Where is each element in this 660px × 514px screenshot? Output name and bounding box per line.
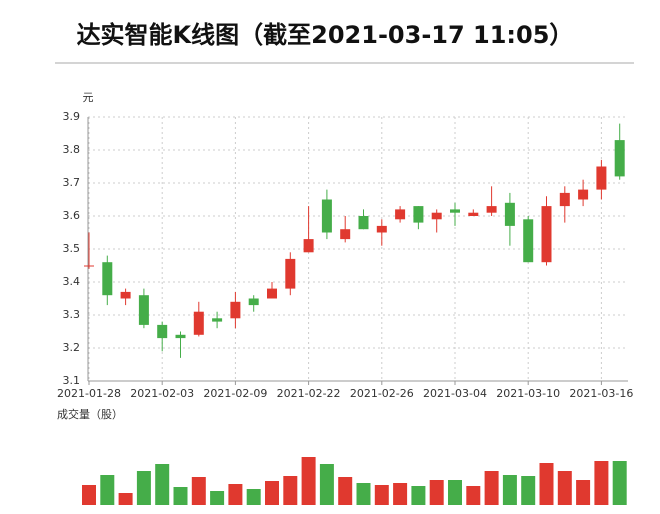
candle-body bbox=[120, 291, 131, 299]
candle-body bbox=[248, 298, 259, 306]
candle-body bbox=[175, 334, 186, 339]
candle-body bbox=[504, 202, 515, 226]
volume-bar bbox=[82, 485, 96, 505]
candle-body bbox=[230, 301, 241, 319]
volume-bar bbox=[301, 457, 316, 505]
candle-body bbox=[523, 219, 534, 263]
candle-body bbox=[431, 212, 442, 220]
y-axis-label: 元 bbox=[83, 91, 94, 104]
volume-bar bbox=[246, 489, 261, 505]
x-tick-label: 2021-02-22 bbox=[277, 387, 341, 400]
candle-body bbox=[358, 216, 369, 230]
candle-body bbox=[303, 239, 314, 253]
candle-body bbox=[285, 258, 296, 289]
x-tick-label: 2021-02-03 bbox=[130, 387, 194, 400]
y-tick-label: 3.2 bbox=[63, 341, 81, 354]
x-tick-label: 2021-02-09 bbox=[203, 387, 267, 400]
volume-bar bbox=[484, 471, 499, 505]
candle-body bbox=[559, 192, 570, 207]
candle-body bbox=[267, 288, 277, 299]
candle-body bbox=[541, 206, 552, 263]
candle-body bbox=[413, 206, 424, 223]
volume-bar bbox=[100, 475, 115, 505]
volume-bar bbox=[338, 477, 353, 505]
x-tick-label: 2021-03-16 bbox=[569, 387, 633, 400]
volume-bar bbox=[118, 493, 133, 505]
x-tick-label: 2021-03-04 bbox=[423, 387, 487, 400]
volume-bar bbox=[411, 486, 426, 505]
volume-bar bbox=[429, 480, 444, 505]
x-tick-label: 2021-02-26 bbox=[350, 387, 414, 400]
candle-body bbox=[193, 311, 204, 335]
volume-bar bbox=[374, 485, 389, 505]
volume-bar bbox=[448, 480, 462, 505]
volume-bar bbox=[265, 481, 279, 505]
volume-bar bbox=[576, 480, 591, 505]
volume-bar bbox=[191, 477, 206, 505]
volume-bar bbox=[521, 476, 536, 505]
y-tick-label: 3.9 bbox=[63, 110, 81, 123]
candle-body bbox=[212, 318, 223, 322]
candle-body bbox=[102, 262, 113, 296]
candle-body bbox=[596, 166, 607, 190]
volume-bar bbox=[155, 464, 170, 505]
y-tick-label: 3.6 bbox=[63, 209, 81, 222]
y-tick-label: 3.3 bbox=[63, 308, 81, 321]
volume-bar bbox=[612, 461, 627, 505]
volume-bar bbox=[210, 491, 225, 505]
candle-body bbox=[321, 199, 332, 233]
candle-body bbox=[450, 209, 460, 213]
candle-body bbox=[468, 212, 479, 216]
chart-title: 达实智能K线图（截至2021-03-17 11:05） bbox=[77, 21, 574, 49]
y-tick-label: 3.5 bbox=[63, 242, 81, 255]
volume-bar bbox=[594, 461, 609, 505]
y-tick-label: 3.8 bbox=[63, 143, 81, 156]
candle-body bbox=[614, 140, 625, 177]
volume-bar bbox=[283, 476, 298, 505]
volume-bar bbox=[393, 483, 408, 505]
volume-bar bbox=[466, 486, 481, 505]
volume-bar bbox=[356, 483, 371, 505]
volume-bar bbox=[539, 463, 554, 505]
volume-bar bbox=[319, 464, 334, 505]
volume-bar bbox=[228, 484, 243, 505]
volume-bar bbox=[136, 471, 151, 505]
volume-bar bbox=[173, 487, 188, 505]
candle-body bbox=[376, 225, 387, 233]
candle-body bbox=[486, 206, 497, 213]
volume-label: 成交量（股） bbox=[57, 407, 123, 421]
y-tick-label: 3.4 bbox=[63, 275, 81, 288]
x-tick-label: 2021-03-10 bbox=[496, 387, 560, 400]
y-tick-label: 3.7 bbox=[63, 176, 81, 189]
volume-bar bbox=[557, 471, 572, 505]
y-tick-label: 3.1 bbox=[63, 374, 81, 387]
candle-body bbox=[157, 324, 168, 339]
candle-body bbox=[340, 229, 351, 240]
candle-body bbox=[84, 265, 94, 267]
candle-body bbox=[578, 189, 589, 200]
candle-body bbox=[395, 209, 406, 220]
volume-bar bbox=[502, 475, 517, 505]
candle-body bbox=[138, 295, 149, 325]
x-tick-label: 2021-01-28 bbox=[57, 387, 121, 400]
